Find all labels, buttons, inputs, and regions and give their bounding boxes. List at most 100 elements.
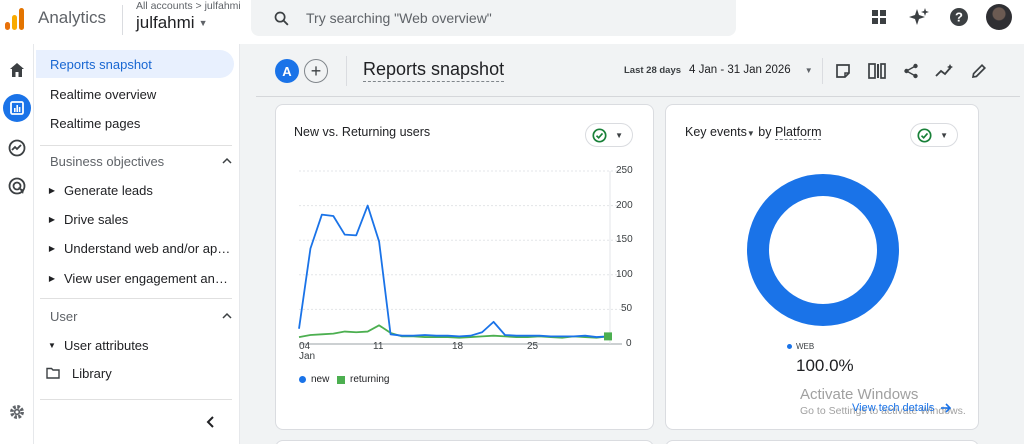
legend-label: new [311, 374, 330, 385]
x-tick-label: 11 [373, 341, 384, 352]
activate-windows-watermark: Activate Windows Go to Settings to activ… [800, 386, 966, 417]
compare-status-button[interactable]: ▼ [910, 123, 958, 147]
comparison-badge[interactable]: A [275, 59, 299, 83]
arrow-right-icon [941, 403, 952, 413]
platform-donut-chart [747, 174, 899, 326]
expand-arrow-icon: ▶ [48, 214, 56, 224]
chevron-up-icon [222, 312, 232, 319]
divider [346, 56, 347, 86]
donut-slice-web[interactable] [747, 174, 899, 326]
new-vs-returning-chart [298, 170, 622, 345]
account-name: julfahmi [136, 13, 195, 32]
nav-item-library[interactable]: Library [46, 361, 240, 385]
nav-divider [40, 298, 232, 299]
nav-item-label: Drive sales [64, 211, 129, 227]
x-tick-sublabel: Jan [299, 351, 316, 362]
nav-item-reports-snapshot[interactable]: Reports snapshot [36, 50, 234, 78]
expand-arrow-icon: ▶ [48, 273, 56, 283]
section-label: User [50, 308, 78, 324]
nav-item-label: View user engagement and retention [64, 270, 232, 286]
customize-icon[interactable] [832, 60, 854, 82]
nav-divider [40, 399, 232, 400]
donut-legend: WEB [787, 342, 814, 351]
caret-down-icon: ▼ [746, 129, 755, 138]
card-title: New vs. Returning users [294, 125, 431, 139]
key-events-card [665, 104, 979, 430]
caret-down-icon: ▼ [804, 65, 813, 75]
y-tick-label: 200 [616, 200, 633, 211]
search-icon [274, 11, 289, 26]
date-range-picker[interactable]: Last 28 days 4 Jan - 31 Jan 2026 ▼ [624, 64, 813, 76]
legend-square [337, 375, 345, 384]
reports-nav: Reports snapshot Realtime overview Realt… [34, 44, 240, 444]
left-rail [0, 44, 34, 444]
legend-returning[interactable]: returning [337, 374, 389, 385]
series-line-returning [298, 324, 609, 339]
avatar[interactable] [986, 4, 1012, 30]
compare-icon[interactable] [866, 60, 888, 82]
watermark-title: Activate Windows [800, 386, 919, 403]
search-input[interactable] [306, 10, 706, 26]
dimension-selector[interactable]: Platform [774, 125, 822, 140]
check-circle-icon [917, 127, 932, 143]
y-tick-label: 100 [616, 269, 633, 280]
nav-item-realtime-overview[interactable]: Realtime overview [50, 86, 157, 102]
watermark-subtitle: Go to Settings to activate Windows. [800, 405, 966, 417]
home-icon[interactable] [3, 56, 31, 84]
chevron-left-icon[interactable] [206, 415, 216, 429]
nav-item-understand-traffic[interactable]: ▶ Understand web and/or app traffic [42, 236, 236, 260]
insights-icon[interactable] [934, 60, 956, 82]
nav-item-label: Understand web and/or app traffic [64, 240, 232, 256]
divider [122, 5, 123, 35]
apps-grid-icon[interactable] [866, 4, 892, 30]
advertising-icon[interactable] [3, 172, 31, 200]
sparkle-icon[interactable] [906, 4, 932, 30]
section-business-objectives[interactable]: Business objectives [50, 151, 232, 171]
caret-down-icon: ▼ [940, 130, 948, 140]
nav-item-drive-sales[interactable]: ▶ Drive sales [42, 207, 236, 231]
search-bar[interactable] [251, 0, 736, 36]
legend-dot [299, 376, 306, 383]
y-tick-label: 250 [616, 165, 633, 176]
check-circle-icon [592, 127, 607, 143]
legend-new[interactable]: new [299, 374, 329, 385]
x-tick-label: 04 [299, 341, 311, 352]
compare-status-button[interactable]: ▼ [585, 123, 633, 147]
date-range-value: 4 Jan - 31 Jan 2026 [689, 64, 791, 76]
chevron-up-icon [222, 157, 232, 164]
nav-item-user-attributes[interactable]: ▼ User attributes [42, 333, 236, 357]
header-divider [256, 96, 1020, 97]
nav-item-user-engagement[interactable]: ▶ View user engagement and retention [42, 266, 236, 290]
section-label: Business objectives [50, 153, 165, 169]
account-selector[interactable]: julfahmi ▼ [136, 13, 208, 33]
explore-icon[interactable] [3, 134, 31, 162]
series-point-returning [604, 332, 612, 341]
collapse-arrow-icon: ▼ [48, 340, 56, 350]
reports-icon[interactable] [3, 94, 31, 122]
view-tech-details-link[interactable]: View tech details [852, 402, 952, 414]
folder-icon [46, 367, 60, 379]
caret-down-icon: ▼ [615, 130, 623, 140]
platform-share-value: 100.0% [796, 356, 854, 375]
report-header: A + Reports snapshot Last 28 days 4 Jan … [240, 44, 1024, 100]
edit-icon[interactable] [968, 60, 990, 82]
nav-item-label: User attributes [64, 337, 149, 353]
analytics-logo-icon[interactable] [5, 6, 25, 32]
legend-dot [787, 344, 792, 349]
y-tick-label: 50 [621, 303, 633, 314]
settings-icon[interactable] [3, 398, 31, 426]
section-user[interactable]: User [50, 306, 232, 326]
link-label: View tech details [852, 402, 935, 414]
caret-down-icon: ▼ [198, 18, 208, 28]
nav-item-generate-leads[interactable]: ▶ Generate leads [42, 178, 236, 202]
share-icon[interactable] [900, 60, 922, 82]
title-by: by [758, 125, 772, 139]
nav-item-realtime-pages[interactable]: Realtime pages [50, 115, 141, 131]
app-name: Analytics [38, 8, 107, 27]
account-breadcrumb[interactable]: All accounts > julfahmi [136, 0, 241, 12]
card-title: Key events▼ by Platform [685, 125, 822, 140]
help-icon[interactable]: ? [946, 4, 972, 30]
add-comparison-button[interactable]: + [304, 59, 328, 83]
metric-selector[interactable]: Key events [685, 125, 747, 139]
next-card [275, 440, 654, 444]
